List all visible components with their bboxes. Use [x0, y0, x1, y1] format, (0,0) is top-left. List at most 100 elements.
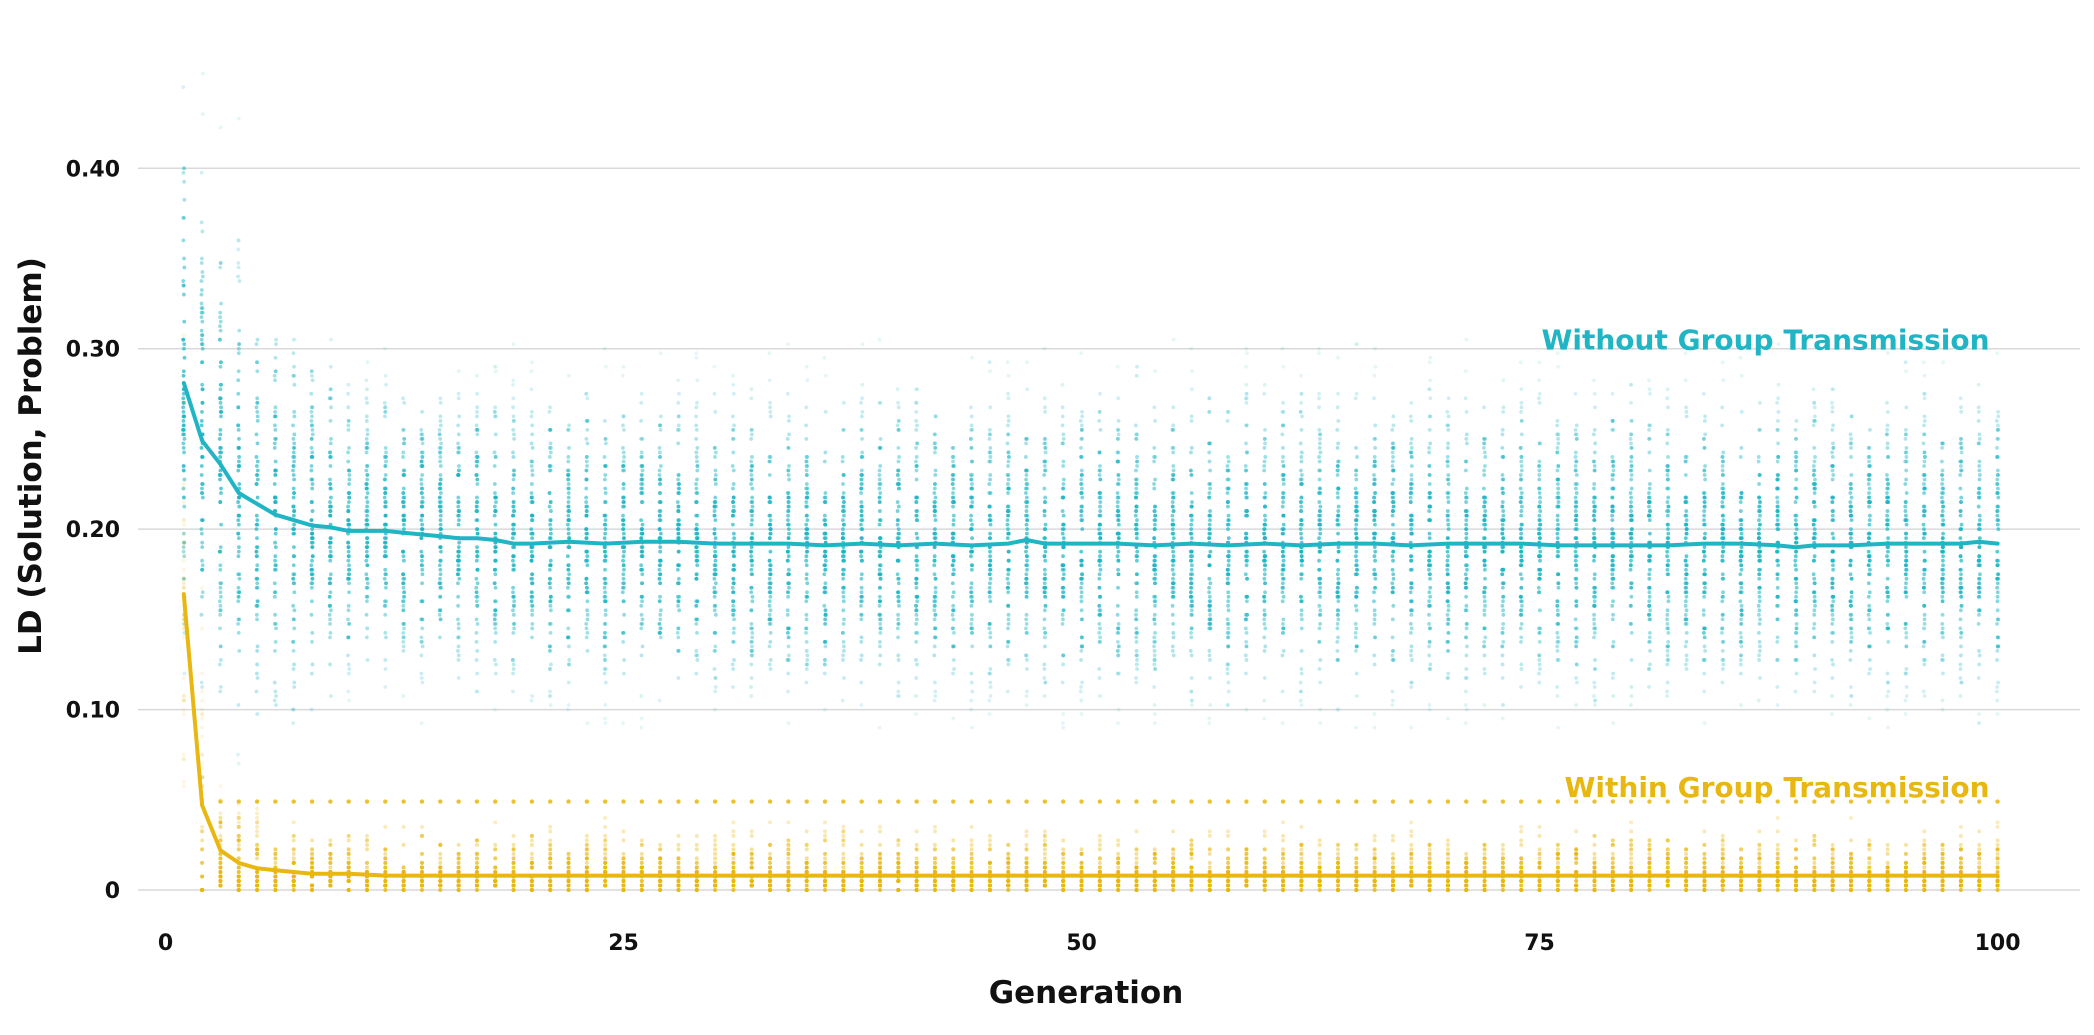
point-without-group: [895, 626, 900, 631]
point-without-group: [401, 486, 406, 491]
point-without-group: [474, 558, 479, 563]
point-without-group: [182, 166, 186, 171]
point-without-group: [1445, 513, 1450, 518]
point-without-group: [383, 504, 388, 509]
point-without-group: [1391, 585, 1395, 590]
point-without-group: [749, 468, 754, 473]
point-without-group: [749, 536, 754, 541]
point-without-group: [585, 630, 590, 635]
point-without-group: [1006, 612, 1011, 617]
point-without-group: [658, 414, 663, 419]
point-without-group: [896, 427, 901, 432]
point-without-group: [1354, 725, 1358, 730]
point-without-group: [914, 513, 919, 518]
point-without-group: [272, 590, 277, 595]
point-without-group: [603, 527, 608, 532]
point-without-group: [988, 644, 993, 649]
point-without-group: [1024, 491, 1028, 495]
point-without-group: [1408, 491, 1413, 495]
point-without-group: [511, 603, 516, 608]
point-without-group: [364, 378, 369, 383]
point-without-group: [510, 531, 515, 536]
point-without-group: [273, 500, 278, 504]
point-without-group: [254, 549, 259, 554]
point-without-group: [347, 621, 352, 626]
point-without-group: [768, 518, 773, 523]
point-without-group: [859, 400, 864, 405]
point-without-group: [603, 554, 608, 559]
point-without-group: [219, 360, 223, 365]
point-without-group: [566, 635, 571, 640]
point-without-group: [658, 572, 663, 577]
point-without-group: [914, 554, 919, 559]
point-without-group: [1098, 549, 1103, 554]
point-without-group: [1390, 482, 1395, 486]
point-without-group: [1208, 482, 1213, 486]
point-without-group: [493, 405, 498, 410]
point-without-group: [1006, 626, 1010, 631]
point-without-group: [1263, 513, 1267, 518]
point-without-group: [346, 617, 350, 622]
point-without-group: [310, 531, 314, 536]
point-without-group: [438, 594, 443, 599]
point-without-group: [1134, 626, 1139, 631]
point-without-group: [1226, 626, 1231, 631]
point-without-group: [292, 608, 297, 613]
point-without-group: [1226, 527, 1230, 532]
point-without-group: [420, 617, 424, 622]
point-without-group: [292, 513, 296, 518]
point-without-group: [877, 554, 882, 559]
point-without-group: [1024, 495, 1029, 500]
point-without-group: [1207, 531, 1212, 536]
point-without-group: [1335, 640, 1340, 644]
point-without-group: [603, 721, 608, 725]
point-without-group: [1080, 617, 1085, 622]
point-without-group: [933, 446, 937, 450]
point-without-group: [254, 360, 259, 365]
point-without-group: [182, 437, 187, 441]
point-without-group: [951, 554, 956, 559]
point-without-group: [255, 617, 259, 622]
point-without-group: [915, 594, 919, 599]
point-without-group: [456, 621, 461, 626]
point-without-group: [236, 261, 241, 265]
point-without-group: [1262, 621, 1267, 626]
point-without-group: [292, 477, 296, 482]
point-without-group: [823, 707, 827, 712]
point-without-group: [1134, 536, 1139, 541]
point-without-group: [1079, 576, 1084, 581]
point-without-group: [327, 612, 332, 617]
point-without-group: [1025, 658, 1029, 662]
point-without-group: [602, 558, 607, 563]
point-without-group: [804, 649, 809, 653]
point-without-group: [823, 450, 828, 455]
point-without-group: [438, 576, 442, 581]
point-without-group: [584, 391, 589, 396]
point-without-group: [823, 373, 828, 378]
point-without-group: [749, 662, 754, 667]
point-without-group: [1427, 567, 1431, 572]
point-without-group: [1225, 576, 1230, 581]
point-without-group: [694, 527, 698, 532]
point-without-group: [1427, 531, 1432, 536]
point-without-group: [987, 427, 992, 432]
point-without-group: [1243, 626, 1248, 631]
point-without-group: [676, 563, 680, 568]
point-without-group: [896, 418, 901, 423]
point-without-group: [1006, 640, 1011, 644]
point-without-group: [236, 446, 241, 450]
point-without-group: [603, 486, 608, 491]
point-without-group: [273, 612, 277, 617]
point-without-group: [1042, 585, 1047, 590]
point-without-group: [1189, 558, 1193, 563]
point-without-group: [603, 635, 608, 640]
point-without-group: [585, 531, 590, 536]
point-without-group: [787, 414, 791, 419]
point-without-group: [566, 455, 571, 459]
point-without-group: [1171, 585, 1176, 590]
point-without-group: [384, 581, 388, 586]
point-without-group: [1445, 455, 1450, 459]
point-without-group: [1281, 617, 1286, 622]
point-without-group: [712, 572, 717, 577]
point-without-group: [365, 400, 369, 405]
